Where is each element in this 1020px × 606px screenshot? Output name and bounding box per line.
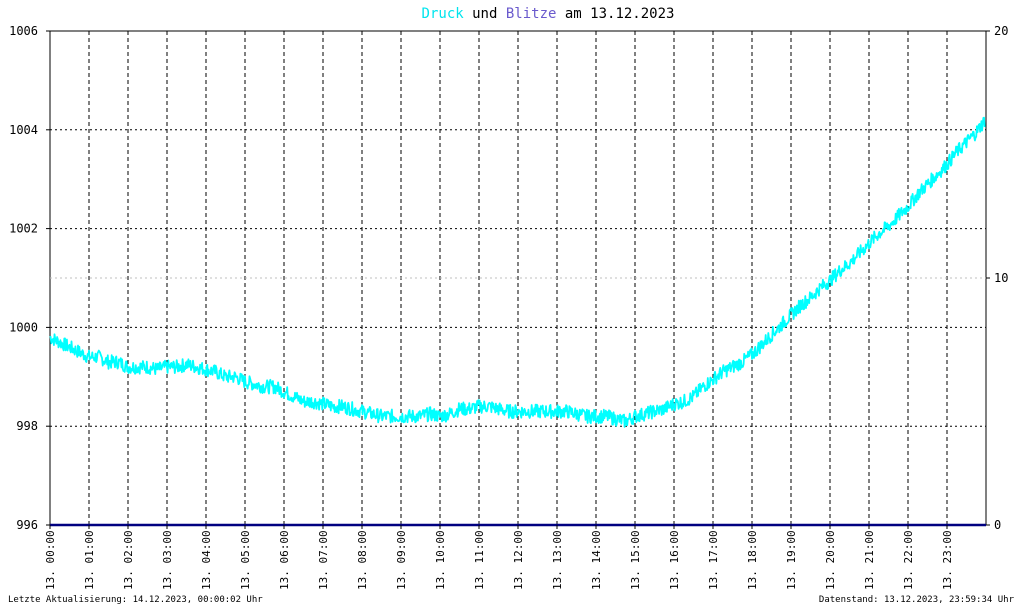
y-left-tick-label: 1004	[9, 123, 38, 137]
x-tick-label: 13. 06:00	[278, 530, 291, 590]
grid	[49, 30, 987, 526]
x-tick-label: 13. 17:00	[707, 530, 720, 590]
y-left-tick-label: 1002	[9, 222, 38, 236]
title-blitze: Blitze	[506, 6, 557, 22]
x-tick-label: 13. 16:00	[668, 530, 681, 590]
x-tick-label: 13. 21:00	[863, 530, 876, 590]
x-tick-label: 13. 23:00	[941, 530, 954, 590]
x-tick-label: 13. 08:00	[356, 530, 369, 590]
x-tick-label: 13. 00:00	[44, 530, 57, 590]
x-tick-label: 13. 10:00	[434, 530, 447, 590]
x-tick-label: 13. 14:00	[590, 530, 603, 590]
x-tick-label: 13. 22:00	[902, 530, 915, 590]
x-tick-label: 13. 19:00	[785, 530, 798, 590]
x-tick-label: 13. 04:00	[200, 530, 213, 590]
x-tick-label: 13. 11:00	[473, 530, 486, 590]
x-tick-label: 13. 05:00	[239, 530, 252, 590]
x-tick-label: 13. 18:00	[746, 530, 759, 590]
y-left-tick-label: 996	[16, 518, 38, 532]
footer-last-update: Letzte Aktualisierung: 14.12.2023, 00:00…	[8, 595, 263, 605]
y-right-tick-label: 20	[994, 24, 1008, 38]
x-tick-label: 13. 01:00	[83, 530, 96, 590]
title-date: am 13.12.2023	[556, 6, 674, 22]
x-tick-label: 13. 20:00	[824, 530, 837, 590]
x-tick-label: 13. 07:00	[317, 530, 330, 590]
y-left-tick-label: 1006	[9, 24, 38, 38]
title-und: und	[464, 6, 506, 22]
y-left-tick-label: 1000	[9, 320, 38, 334]
footer-data-status: Datenstand: 13.12.2023, 23:59:34 Uhr	[819, 595, 1015, 605]
title-druck: Druck	[422, 6, 465, 22]
x-tick-label: 13. 15:00	[629, 530, 642, 590]
chart-title: Druck und Blitze am 13.12.2023	[422, 6, 675, 22]
series-line-druck	[49, 116, 986, 428]
x-tick-label: 13. 13:00	[551, 530, 564, 590]
y-left-tick-label: 998	[16, 419, 38, 433]
y-right-tick-label: 10	[994, 271, 1008, 285]
x-tick-label: 13. 12:00	[512, 530, 525, 590]
axes: 996 998 1000 1002 1004 1006 0 10 20 13. 00:00 13. …	[9, 24, 1008, 590]
y-right-tick-label: 0	[994, 518, 1001, 532]
x-tick-label: 13. 02:00	[122, 530, 135, 590]
x-tick-label: 13. 09:00	[395, 530, 408, 590]
x-tick-label: 13. 03:00	[161, 530, 174, 590]
